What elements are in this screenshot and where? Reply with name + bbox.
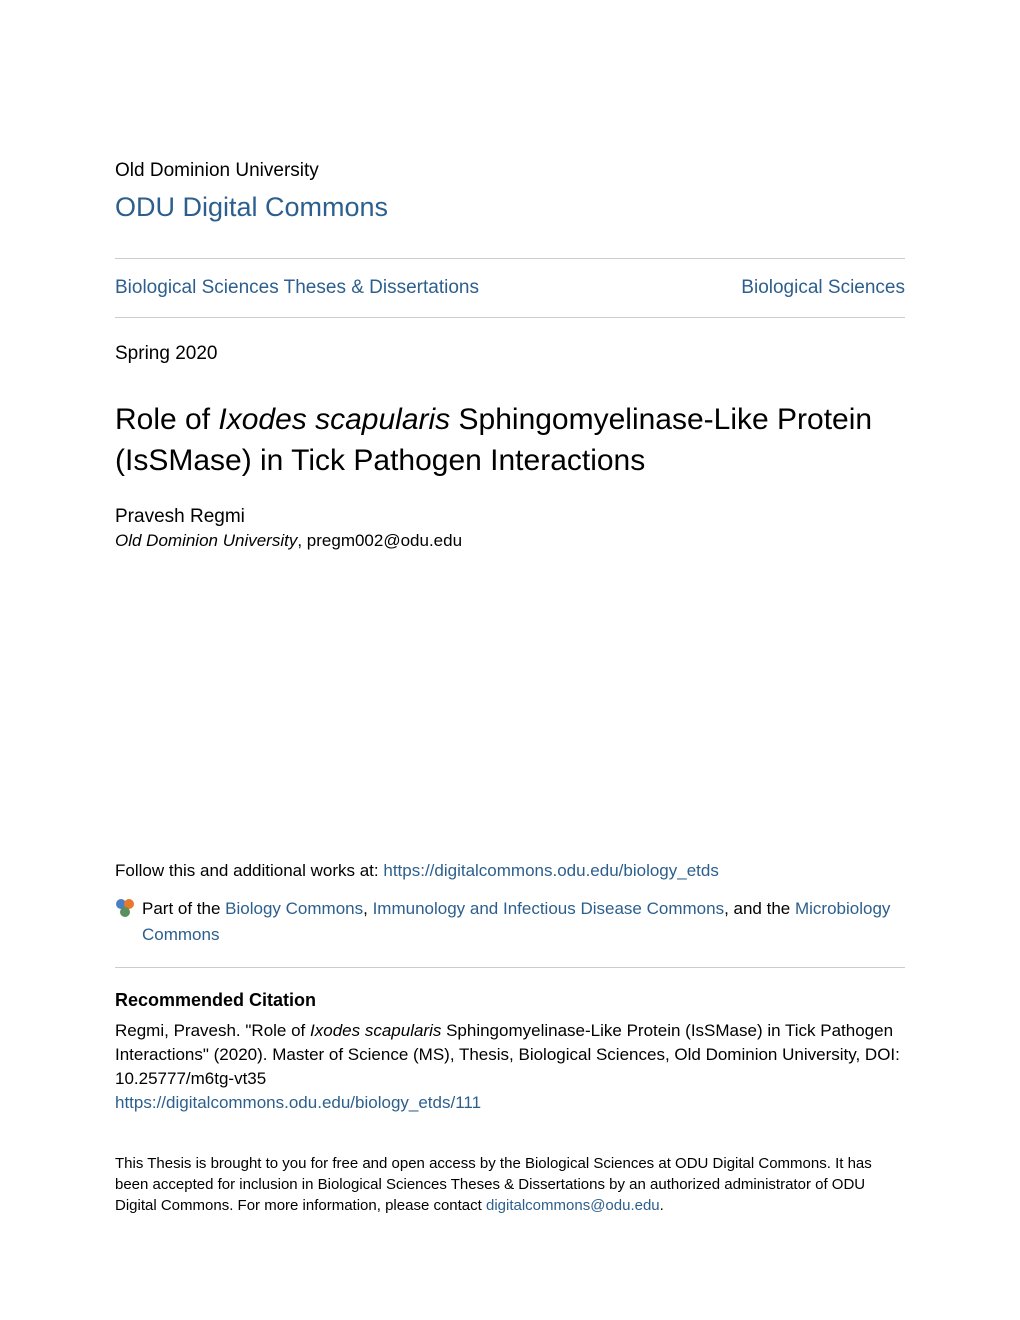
citation-heading: Recommended Citation <box>115 990 905 1011</box>
partof-text: Part of the Biology Commons, Immunology … <box>142 896 905 947</box>
footer-text: This Thesis is brought to you for free a… <box>115 1153 905 1216</box>
footer-suffix: . <box>660 1197 664 1214</box>
network-icon <box>115 898 135 918</box>
author-name: Pravesh Regmi <box>115 506 905 528</box>
department-link[interactable]: Biological Sciences <box>741 277 905 299</box>
follow-line: Follow this and additional works at: htt… <box>115 861 905 881</box>
footer-email-link[interactable]: digitalcommons@odu.edu <box>486 1197 660 1214</box>
publication-date: Spring 2020 <box>115 343 905 365</box>
author-affiliation: Old Dominion University, pregm002@odu.ed… <box>115 531 905 551</box>
partof-line: Part of the Biology Commons, Immunology … <box>115 896 905 947</box>
commons-link-biology[interactable]: Biology Commons <box>225 899 363 918</box>
follow-prefix: Follow this and additional works at: <box>115 861 383 880</box>
paper-title: Role of Ixodes scapularis Sphingomyelina… <box>115 400 905 481</box>
divider-citation <box>115 967 905 968</box>
content-gap <box>115 551 905 861</box>
title-prefix: Role of <box>115 403 218 436</box>
citation-url[interactable]: https://digitalcommons.odu.edu/biology_e… <box>115 1093 481 1113</box>
institution-name: Old Dominion University <box>115 160 905 182</box>
follow-url[interactable]: https://digitalcommons.odu.edu/biology_e… <box>383 861 718 880</box>
citation-text: Regmi, Pravesh. "Role of Ixodes scapular… <box>115 1019 905 1090</box>
citation-prefix: Regmi, Pravesh. "Role of <box>115 1021 310 1040</box>
commons-link-immunology[interactable]: Immunology and Infectious Disease Common… <box>373 899 725 918</box>
nav-row: Biological Sciences Theses & Dissertatio… <box>115 259 905 317</box>
partof-sep2: , and the <box>724 899 795 918</box>
author-institution: Old Dominion University <box>115 531 297 550</box>
partof-prefix: Part of the <box>142 899 225 918</box>
author-email: , pregm002@odu.edu <box>297 531 462 550</box>
title-italic: Ixodes scapularis <box>218 403 450 436</box>
citation-italic: Ixodes scapularis <box>310 1021 441 1040</box>
collection-link[interactable]: Biological Sciences Theses & Dissertatio… <box>115 277 479 299</box>
partof-sep1: , <box>363 899 372 918</box>
repository-link[interactable]: ODU Digital Commons <box>115 192 388 223</box>
divider-nav <box>115 317 905 318</box>
